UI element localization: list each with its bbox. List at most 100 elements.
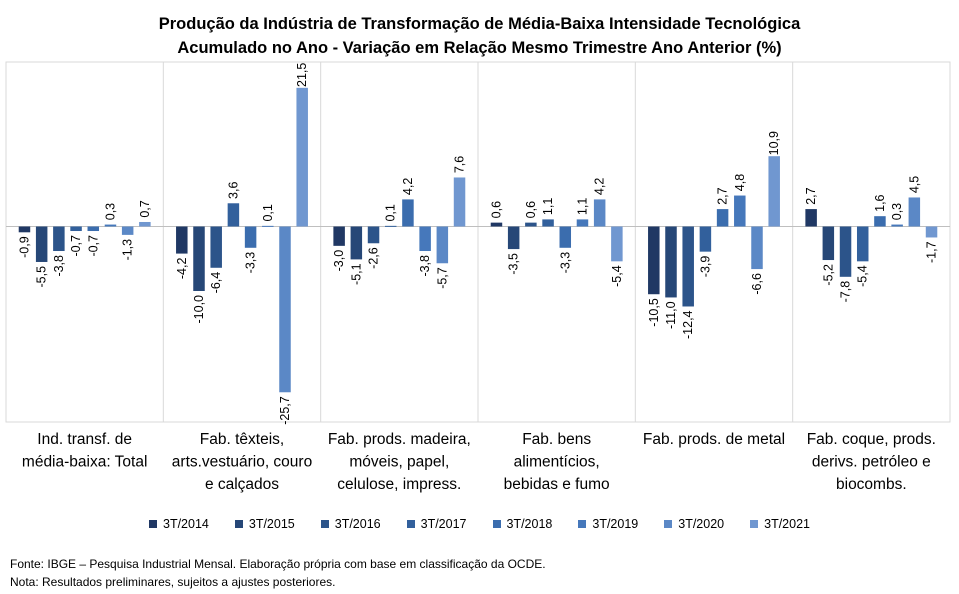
bar: [227, 203, 240, 227]
legend-swatch: [149, 520, 157, 528]
data-label: -5,2: [821, 264, 835, 286]
data-label: 4,2: [401, 178, 415, 195]
legend-item: 3T/2014: [149, 517, 209, 531]
category-label: Fab. bens: [522, 431, 591, 448]
chart-title: Produção da Indústria de Transformação d…: [0, 12, 959, 60]
bar: [296, 87, 308, 227]
data-label: -1,3: [121, 239, 135, 261]
legend-item: 3T/2017: [406, 517, 467, 531]
bar: [593, 199, 606, 227]
data-label: -6,4: [209, 272, 223, 294]
bar: [874, 216, 886, 227]
data-label: -3,5: [507, 253, 521, 275]
bar: [176, 226, 188, 254]
bar: [805, 209, 817, 227]
bar: [507, 226, 520, 250]
bar: [891, 224, 903, 227]
bar: [333, 226, 345, 246]
legend: 3T/2014 3T/2015 3T/2016 3T/2017 3T/2018 3T/20…: [0, 514, 959, 534]
category-label: e calçados: [205, 476, 279, 493]
bar: [244, 226, 257, 248]
bar: [350, 226, 363, 260]
data-label: -3,8: [52, 255, 66, 277]
bar: [104, 224, 117, 227]
data-label: -10,0: [192, 295, 206, 324]
footer-note: Nota: Resultados preliminares, sujeitos …: [10, 575, 336, 589]
legend-item: 3T/2020: [664, 517, 724, 531]
bar: [699, 226, 712, 252]
data-label: 21,5: [295, 63, 309, 87]
data-label: 4,5: [907, 176, 921, 193]
data-label: 0,3: [890, 203, 904, 220]
data-label: -10,5: [647, 298, 661, 327]
bar: [665, 226, 677, 298]
data-label: -2,6: [367, 247, 381, 269]
data-label: -0,9: [17, 236, 31, 258]
category-label: celulose, impress.: [337, 476, 461, 493]
bar: [525, 222, 537, 227]
legend-swatch: [406, 520, 415, 528]
data-label: -3,3: [244, 252, 258, 274]
category-label: móveis, papel,: [349, 454, 449, 471]
data-label: 2,7: [804, 187, 818, 204]
category-label: Fab. prods. madeira,: [328, 431, 471, 448]
data-label: 0,1: [261, 204, 275, 221]
data-label: -3,0: [332, 250, 346, 272]
chart-title-line-2: Acumulado no Ano - Variação em Relação M…: [177, 39, 782, 57]
bar: [139, 221, 151, 227]
data-label: 10,9: [767, 131, 781, 155]
category-label: biocombs.: [836, 476, 907, 493]
legend-label: 3T/2020: [678, 517, 725, 531]
data-label: -5,4: [610, 265, 624, 287]
data-label: -3,3: [558, 252, 572, 274]
bar: [262, 225, 274, 227]
category-label: Fab. coque, prods.: [807, 431, 936, 448]
bar: [611, 226, 623, 262]
bar: [53, 226, 65, 252]
bar: [35, 226, 48, 262]
data-label: 0,6: [489, 201, 503, 218]
data-label: -12,4: [681, 310, 695, 339]
bar: [856, 226, 869, 262]
bar: [822, 226, 835, 261]
data-label: -11,0: [664, 301, 678, 329]
legend-swatch: [320, 520, 329, 528]
legend-item: 3T/2018: [492, 517, 553, 531]
data-label: -5,4: [856, 265, 870, 287]
footer-source: Fonte: IBGE – Pesquisa Industrial Mensal…: [10, 557, 546, 571]
bar: [419, 226, 431, 252]
bar: [559, 226, 572, 248]
legend-label: 3T/2021: [764, 517, 810, 531]
data-label: 1,1: [541, 198, 555, 215]
legend-label: 3T/2015: [248, 517, 295, 531]
category-label: Ind. transf. de: [37, 431, 132, 448]
data-label: 0,7: [138, 200, 152, 217]
data-label: -0,7: [69, 235, 83, 257]
legend-item: 3T/2016: [320, 517, 381, 531]
legend-label: 3T/2014: [163, 517, 209, 531]
bar: [542, 219, 554, 227]
bar: [87, 226, 100, 232]
bar: [436, 226, 449, 264]
data-label: 7,6: [453, 156, 467, 173]
legend-item: 3T/2021: [750, 517, 810, 531]
legend-label: 3T/2018: [506, 517, 553, 531]
data-label: -7,8: [839, 281, 853, 303]
data-label: -5,7: [435, 267, 449, 289]
legend-label: 3T/2016: [334, 517, 381, 531]
bar: [490, 222, 503, 227]
data-label: -3,8: [418, 255, 432, 277]
legend-swatch: [234, 520, 243, 528]
bar: [384, 225, 397, 227]
bar: [18, 226, 31, 233]
category-label: Fab. têxteis,: [200, 431, 284, 448]
category-label: Fab. prods. de metal: [643, 431, 785, 448]
bar: [925, 226, 938, 238]
category-label: média-baixa: Total: [22, 454, 148, 471]
bar: [648, 226, 660, 295]
bar: [734, 195, 746, 227]
category-label: arts.vestuário, couro: [172, 454, 312, 471]
legend-item: 3T/2015: [234, 517, 295, 531]
legend-label: 3T/2019: [592, 517, 639, 531]
